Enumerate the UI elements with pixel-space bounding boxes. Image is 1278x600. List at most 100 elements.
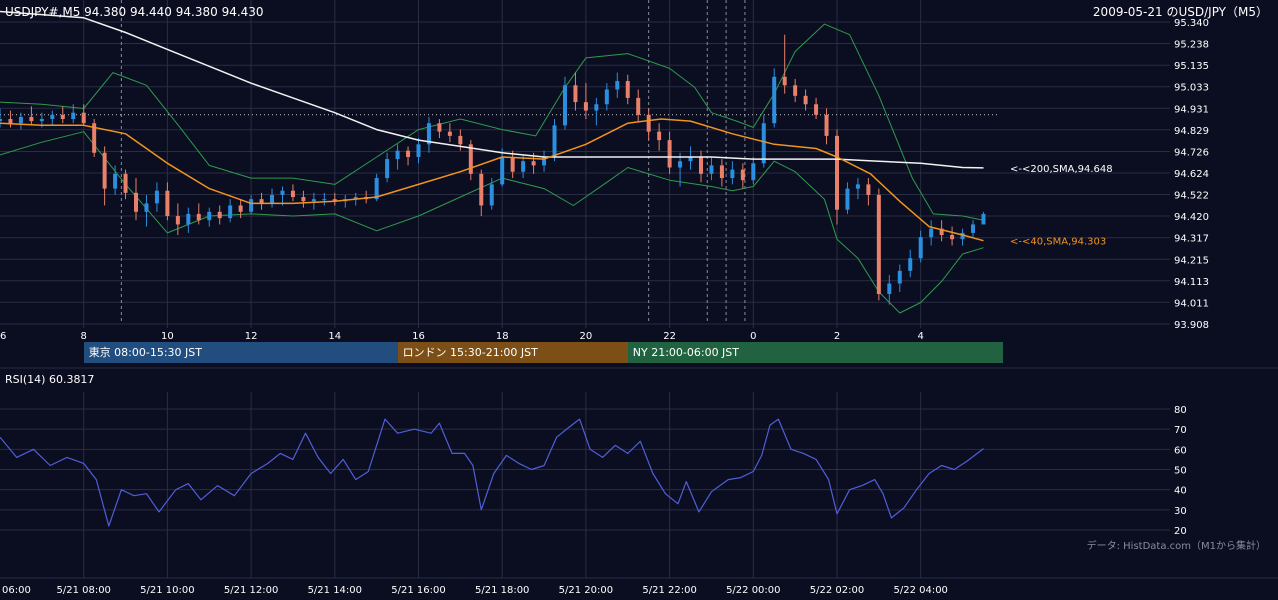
candle-body-down bbox=[437, 123, 442, 132]
time-axis-label: 5/21 14:00 bbox=[308, 585, 362, 596]
candle-body-down bbox=[238, 205, 243, 212]
price-tick-label: 94.420 bbox=[1174, 212, 1209, 223]
candle-body-up bbox=[981, 213, 986, 225]
candle-body-up bbox=[971, 224, 976, 233]
price-tick-label: 94.624 bbox=[1174, 169, 1209, 180]
candle-body-up bbox=[678, 161, 683, 168]
candle-body-up bbox=[562, 85, 567, 126]
candle-body-down bbox=[479, 173, 484, 206]
candle-body-down bbox=[876, 194, 881, 295]
session-bar-london: ロンドン 15:30-21:00 JST bbox=[397, 342, 628, 363]
candle-body-up bbox=[280, 190, 285, 195]
candle-body-up bbox=[228, 205, 233, 219]
session-bar-ny: NY 21:00-06:00 JST bbox=[627, 342, 1003, 363]
sma40-line bbox=[0, 118, 984, 242]
candle-body-down bbox=[259, 199, 264, 204]
candle-body-down bbox=[123, 173, 128, 193]
candle-body-up bbox=[395, 150, 400, 160]
time-axis-label: 5/21 20:00 bbox=[559, 585, 613, 596]
candle-body-down bbox=[332, 199, 337, 202]
candle-body-up bbox=[845, 188, 850, 210]
time-axis-label: 5/21 22:00 bbox=[642, 585, 696, 596]
price-x-tick-label: 2 bbox=[834, 331, 840, 342]
sma200-label: <-<200,SMA,94.648 bbox=[1010, 164, 1113, 175]
candle-body-up bbox=[489, 184, 494, 206]
candle-body-down bbox=[657, 131, 662, 141]
price-x-tick-label: 8 bbox=[81, 331, 87, 342]
price-x-tick-label: 6 bbox=[0, 331, 6, 342]
data-source-note: データ: HistData.com（M1から集計） bbox=[1086, 541, 1266, 552]
candle-body-up bbox=[761, 123, 766, 164]
candle-body-up bbox=[897, 270, 902, 284]
candle-body-up bbox=[353, 197, 358, 200]
time-axis-label: 5/21 10:00 bbox=[140, 585, 194, 596]
candle-body-down bbox=[510, 156, 515, 172]
candle-body-down bbox=[583, 102, 588, 111]
candle-body-down bbox=[803, 95, 808, 105]
candle-body-down bbox=[646, 114, 651, 132]
candle-body-up bbox=[426, 123, 431, 145]
candle-body-up bbox=[207, 211, 212, 221]
time-axis-label: 5/22 04:00 bbox=[893, 585, 947, 596]
rsi-label: RSI(14) 60.3817 bbox=[5, 373, 95, 386]
rsi-tick-label: 40 bbox=[1174, 486, 1187, 497]
candle-body-up bbox=[416, 144, 421, 157]
candle-body-up bbox=[249, 199, 254, 212]
candle-body-down bbox=[134, 192, 139, 212]
candle-body-down bbox=[719, 165, 724, 179]
candle-body-up bbox=[594, 104, 599, 111]
candle-body-down bbox=[625, 81, 630, 98]
candle-body-down bbox=[950, 235, 955, 240]
candle-body-up bbox=[385, 159, 390, 179]
candle-body-up bbox=[186, 213, 191, 225]
time-axis-label: 5/21 08:00 bbox=[56, 585, 110, 596]
time-axis-label: 06:00 bbox=[2, 585, 31, 596]
rsi-tick-label: 30 bbox=[1174, 506, 1187, 517]
candle-body-up bbox=[772, 76, 777, 124]
price-x-tick-label: 14 bbox=[328, 331, 341, 342]
bollinger-lower-line bbox=[0, 131, 984, 314]
rsi-tick-label: 20 bbox=[1174, 526, 1187, 537]
candle-body-down bbox=[698, 156, 703, 174]
price-x-tick-label: 0 bbox=[750, 331, 756, 342]
candle-body-down bbox=[468, 144, 473, 174]
candle-body-up bbox=[709, 165, 714, 174]
rsi-tick-label: 60 bbox=[1174, 445, 1187, 456]
candle-body-up bbox=[604, 89, 609, 105]
price-tick-label: 94.215 bbox=[1174, 255, 1209, 266]
candle-body-down bbox=[939, 228, 944, 236]
price-x-tick-label: 12 bbox=[245, 331, 258, 342]
candle-body-up bbox=[929, 228, 934, 238]
price-tick-label: 95.135 bbox=[1174, 61, 1209, 72]
price-tick-label: 94.522 bbox=[1174, 191, 1209, 202]
sma200-line bbox=[0, 10, 984, 169]
price-tick-label: 95.238 bbox=[1174, 40, 1209, 51]
price-tick-label: 95.033 bbox=[1174, 83, 1209, 94]
candle-body-up bbox=[960, 232, 965, 240]
candle-body-down bbox=[824, 114, 829, 136]
candle-body-down bbox=[217, 211, 222, 219]
candle-body-down bbox=[782, 76, 787, 86]
candle-body-up bbox=[71, 112, 76, 120]
candle-body-down bbox=[175, 216, 180, 225]
candle-body-up bbox=[144, 203, 149, 212]
candle-body-up bbox=[374, 178, 379, 200]
candle-body-up bbox=[18, 116, 23, 124]
time-axis-label: 5/21 16:00 bbox=[391, 585, 445, 596]
candle-body-down bbox=[531, 161, 536, 166]
price-tick-label: 95.340 bbox=[1174, 18, 1209, 29]
candle-body-down bbox=[196, 213, 201, 221]
candle-body-down bbox=[814, 104, 819, 115]
price-tick-label: 94.931 bbox=[1174, 104, 1209, 115]
candle-body-up bbox=[688, 156, 693, 162]
candle-body-down bbox=[92, 123, 97, 153]
price-tick-label: 93.908 bbox=[1174, 320, 1209, 331]
chart-title: 2009-05-21 のUSD/JPY（M5） bbox=[1092, 5, 1268, 19]
candle-body-up bbox=[113, 173, 118, 189]
candle-body-down bbox=[793, 85, 798, 96]
candle-body-up bbox=[154, 190, 159, 204]
candle-body-down bbox=[60, 114, 65, 120]
time-axis-label: 5/21 12:00 bbox=[224, 585, 278, 596]
price-tick-label: 94.829 bbox=[1174, 126, 1209, 137]
